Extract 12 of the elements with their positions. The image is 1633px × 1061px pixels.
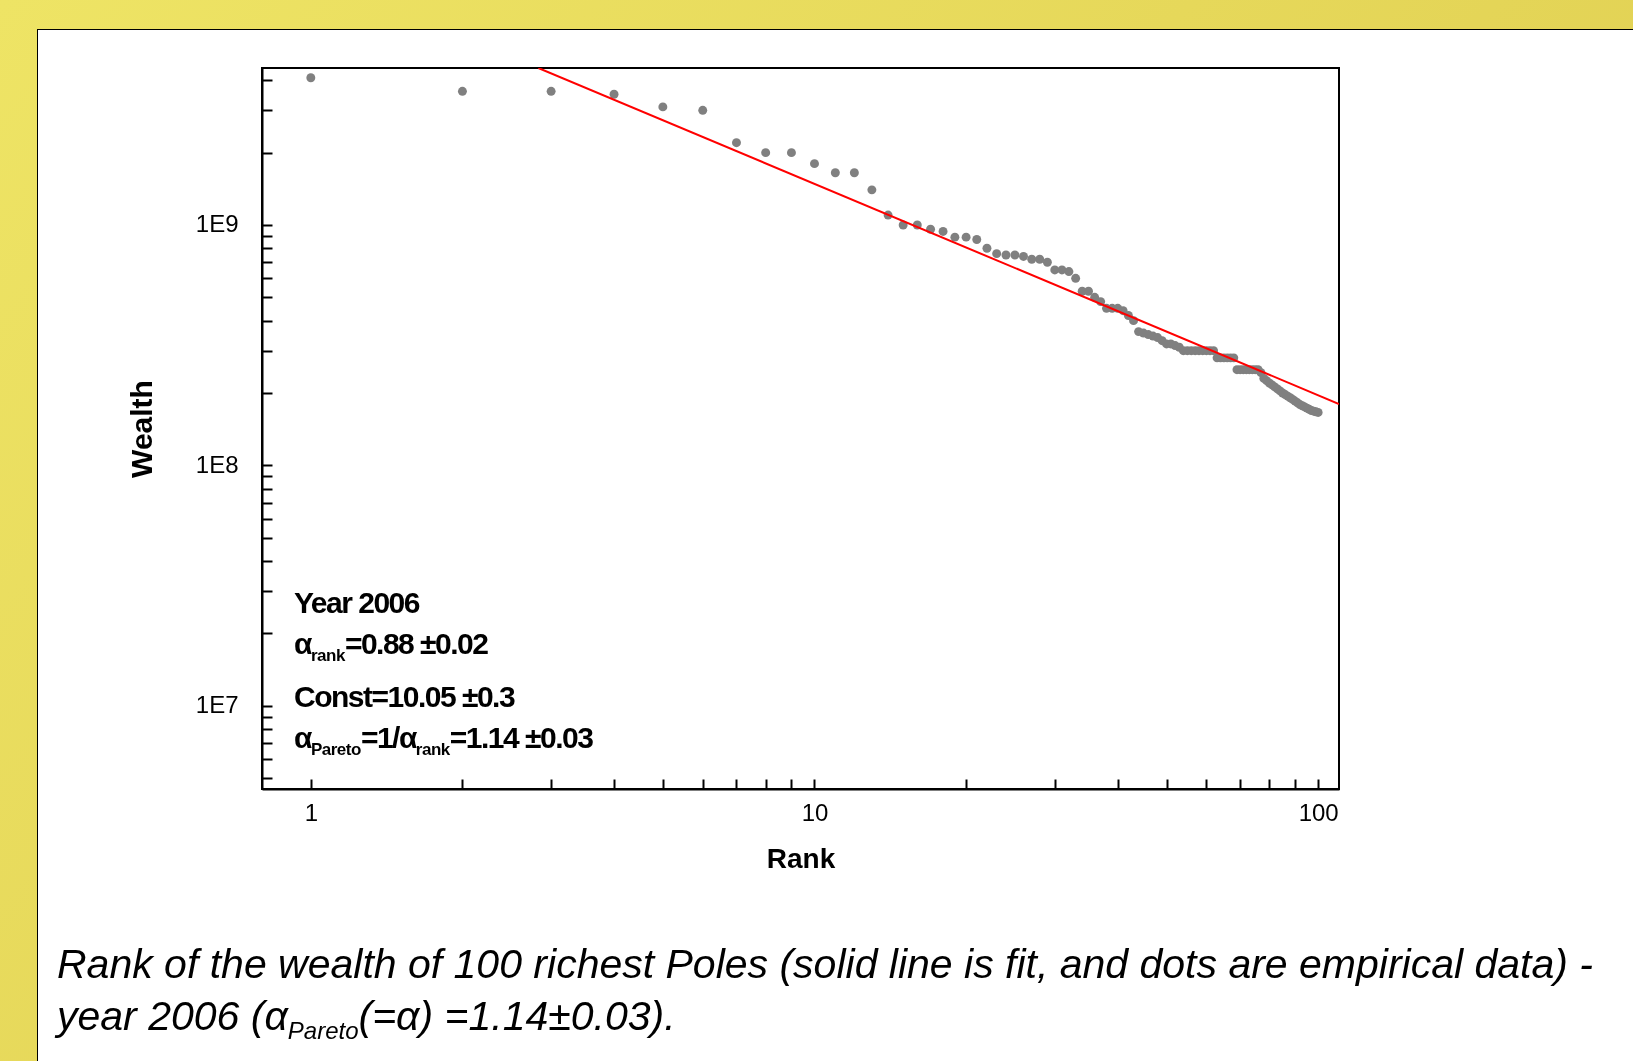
y-tick-label: 1E9 [195,210,239,238]
annotation: α$_{Pareto}$=1/α$_{rank}$=1.14 ±0.03 [294,720,593,761]
x-axis-title: Rank [766,842,836,874]
x-tick-label: 100 [1298,798,1339,826]
x-tick-label: 10 [801,798,829,826]
y-tick-label: 1E7 [195,691,239,719]
x-tick-label: 1 [304,798,318,826]
y-tick-label: 1E8 [195,450,239,478]
y-axis-title: Wealth [124,380,158,478]
annotation: Year 2006 [294,585,421,621]
annotation: Const=10.05 ±0.3 [294,679,516,715]
annotation: α$_{rank}$=0.88 ±0.02 [294,626,489,667]
